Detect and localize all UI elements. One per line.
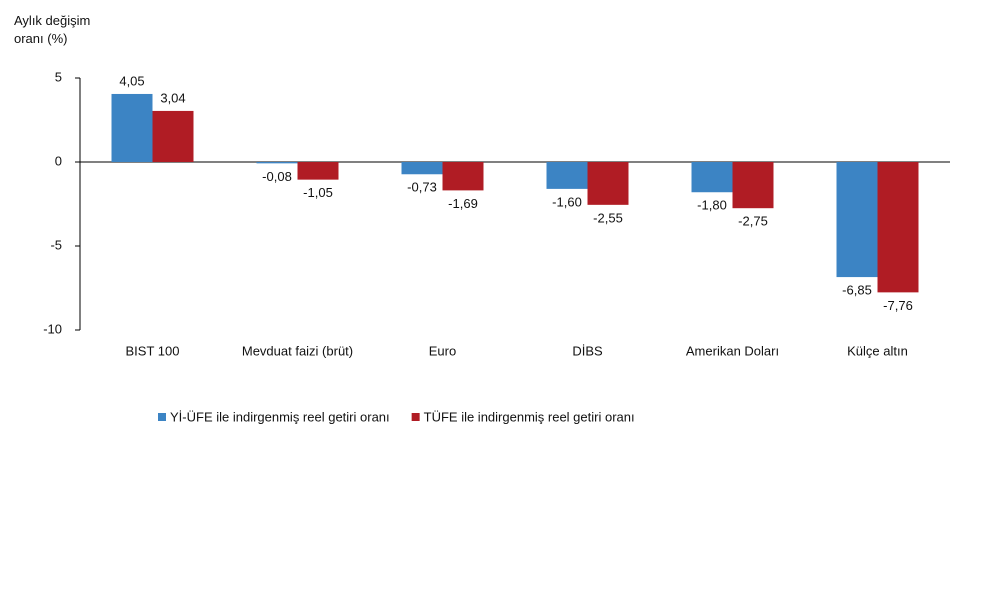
value-label: -1,60 — [552, 194, 582, 209]
x-tick-label: Külçe altın — [847, 343, 908, 358]
value-label: 4,05 — [119, 73, 144, 88]
bar — [401, 162, 443, 175]
bar — [732, 162, 774, 209]
bar — [256, 162, 298, 164]
bar — [442, 162, 484, 191]
x-tick-label: Mevduat faizi (brüt) — [242, 343, 353, 358]
value-label: 3,04 — [160, 90, 185, 105]
y-tick-label: 0 — [55, 153, 62, 168]
legend-swatch — [411, 413, 420, 421]
value-label: -0,73 — [407, 180, 437, 195]
value-label: -6,85 — [842, 283, 872, 298]
legend-label: TÜFE ile indirgenmiş reel getiri oranı — [424, 409, 635, 424]
bar — [111, 93, 153, 162]
value-label: -2,75 — [738, 214, 768, 229]
value-label: -1,69 — [448, 196, 478, 211]
value-label: -1,80 — [697, 198, 727, 213]
y-tick-label: 5 — [55, 69, 62, 84]
bar — [297, 162, 339, 180]
y-tick-label: -5 — [50, 237, 62, 252]
x-tick-label: Amerikan Doları — [686, 343, 779, 358]
bar — [587, 162, 629, 205]
y-tick-label: -10 — [43, 321, 62, 336]
value-label: -7,76 — [883, 298, 913, 313]
value-label: -2,55 — [593, 210, 623, 225]
bar — [691, 162, 733, 193]
bar — [836, 162, 878, 278]
x-tick-label: DİBS — [572, 343, 603, 358]
x-tick-label: Euro — [429, 343, 456, 358]
legend-swatch — [158, 413, 166, 421]
bar — [546, 162, 588, 189]
y-axis-title: Aylık değişim oranı (%) — [14, 13, 91, 46]
bar — [152, 110, 194, 162]
value-label: -1,05 — [303, 185, 333, 200]
x-tick-label: BIST 100 — [126, 343, 180, 358]
legend-label: Yİ-ÜFE ile indirgenmiş reel getiri oranı — [170, 409, 390, 424]
value-label: -0,08 — [262, 169, 292, 184]
bar — [877, 162, 919, 293]
